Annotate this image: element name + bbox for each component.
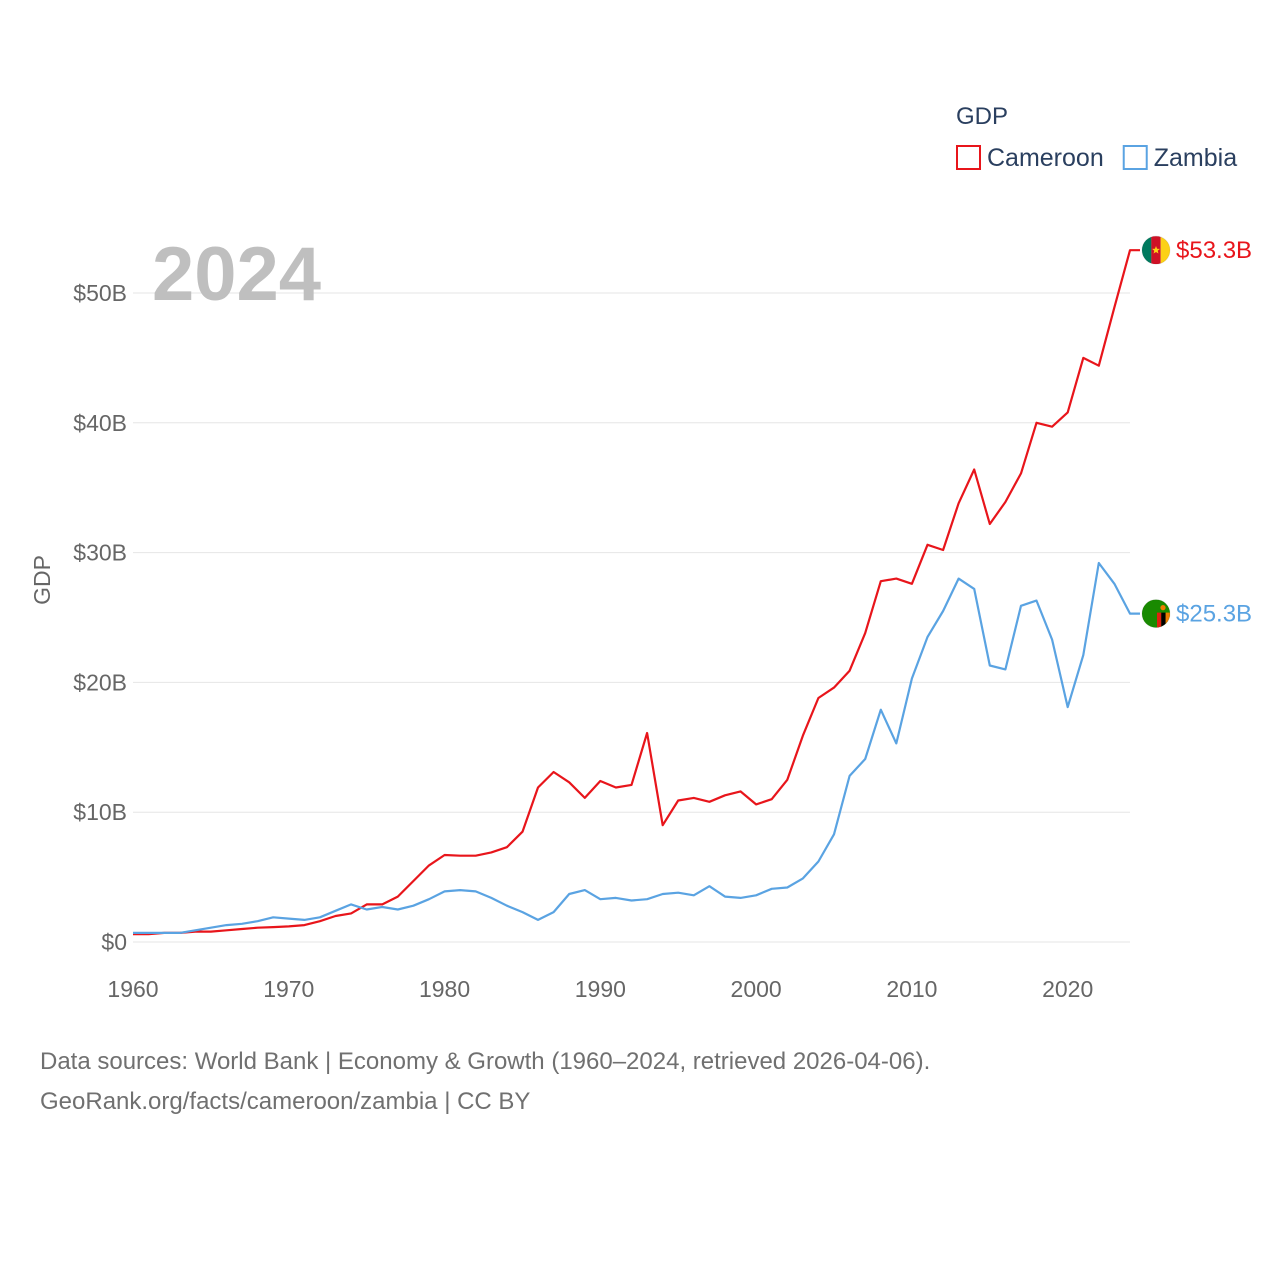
x-tick-label: 1970	[263, 976, 314, 1002]
legend-label: Cameroon	[987, 144, 1104, 172]
y-tick-label: $50B	[73, 280, 127, 306]
x-tick-label: 2000	[731, 976, 782, 1002]
legend-title: GDP	[956, 103, 1008, 130]
source-line-1: Data sources: World Bank | Economy & Gro…	[40, 1048, 931, 1075]
x-tick-label: 1980	[419, 976, 470, 1002]
y-axis-title: GDP	[29, 555, 55, 605]
end-value-label-cameroon: $53.3B	[1176, 237, 1252, 264]
y-tick-label: $30B	[73, 540, 127, 566]
source-note: Data sources: World Bank | Economy & Gro…	[40, 1042, 1240, 1122]
y-tick-label: $20B	[73, 669, 127, 695]
x-tick-label: 2010	[886, 976, 937, 1002]
series-line-cameroon	[133, 249, 1140, 936]
x-tick-label: 2020	[1042, 976, 1093, 1002]
grid-lines	[133, 292, 1130, 943]
y-tick-label: $40B	[73, 410, 127, 436]
y-tick-label: $10B	[73, 799, 127, 825]
x-tick-label: 1990	[575, 976, 626, 1002]
legend-item-cameroon[interactable]: Cameroon	[956, 144, 1104, 172]
legend-label: Zambia	[1154, 144, 1237, 172]
legend-item-zambia[interactable]: Zambia	[1122, 144, 1237, 172]
series-end-markers: $53.3B $25.3B	[1141, 235, 1252, 629]
legend-swatch	[956, 145, 981, 170]
cameroon-flag-icon	[1141, 235, 1171, 265]
x-axis-ticks: 1960 1970 1980 1990 2000 2010 2020	[107, 976, 1093, 1002]
y-axis-ticks: $0 $10B $20B $30B $40B $50B	[73, 280, 127, 955]
legend: GDP Cameroon Zambia	[956, 103, 1237, 172]
zambia-flag-icon	[1141, 599, 1171, 629]
x-tick-label: 1960	[107, 976, 158, 1002]
end-value-label-zambia: $25.3B	[1176, 601, 1252, 628]
series-line-zambia	[133, 561, 1140, 935]
source-line-2: GeoRank.org/facts/cameroon/zambia | CC B…	[40, 1088, 531, 1115]
legend-items: Cameroon Zambia	[956, 144, 1237, 172]
series-lines	[133, 249, 1140, 936]
y-tick-label: $0	[101, 929, 127, 955]
legend-swatch	[1122, 145, 1148, 170]
year-label: 2024	[152, 232, 321, 317]
